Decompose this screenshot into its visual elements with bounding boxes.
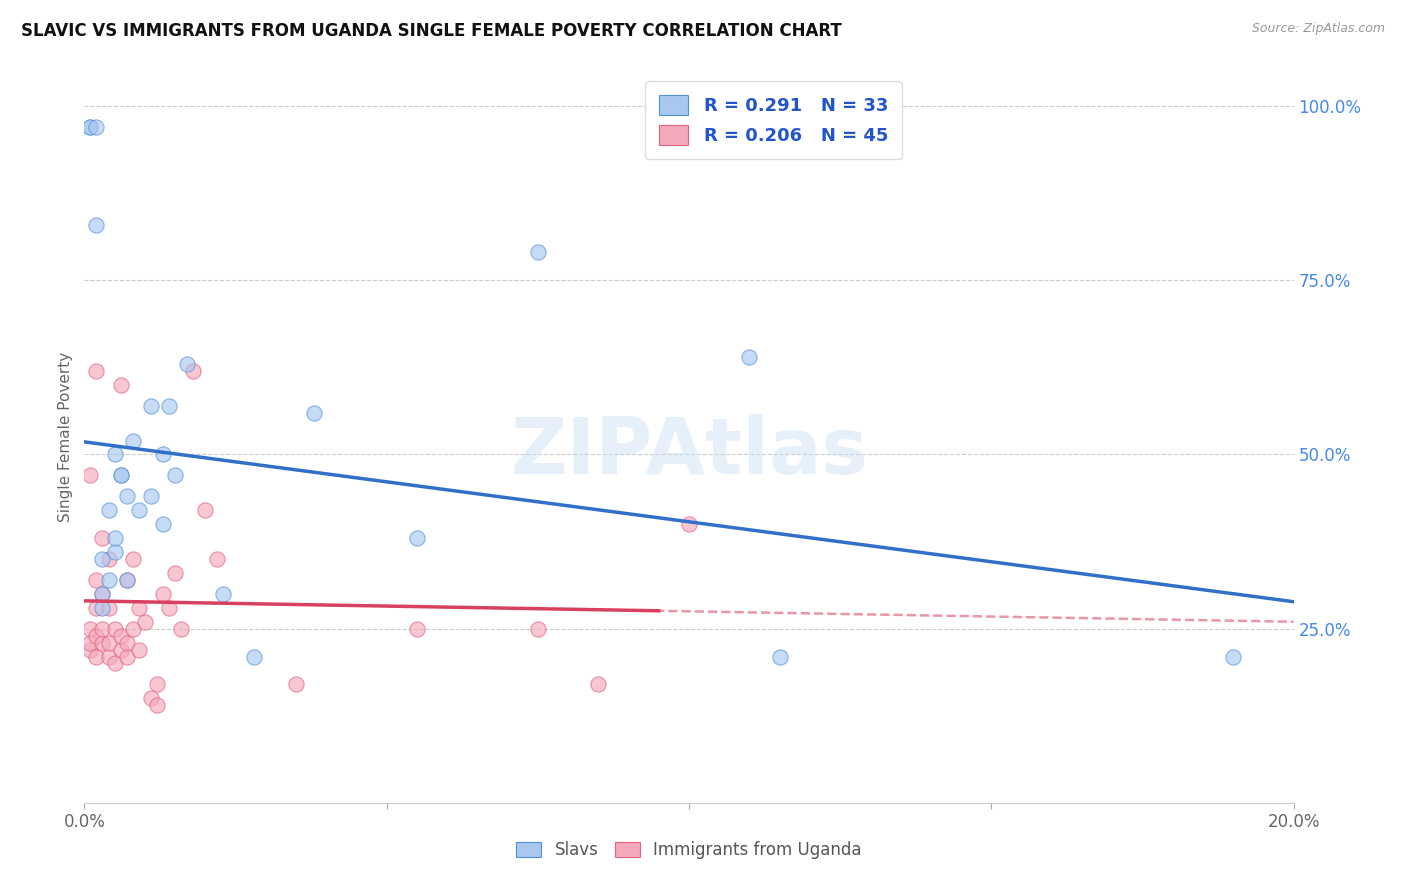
Point (86, 120, 108, 134)
Point (527, 245, 550, 260)
Point (110, 468, 132, 483)
Point (79, 468, 101, 483)
Legend: Slavs, Immigrants from Uganda: Slavs, Immigrants from Uganda (508, 833, 870, 868)
Point (79, 635, 101, 649)
Point (115, 649, 138, 664)
Point (86, 573, 108, 587)
Point (165, 566, 187, 580)
Point (79, 120, 101, 134)
Point (91, 552, 114, 566)
Point (86, 600, 108, 615)
Point (207, 552, 229, 566)
Point (115, 635, 138, 649)
Point (91, 587, 114, 601)
Point (769, 649, 792, 664)
Text: Source: ZipAtlas.com: Source: ZipAtlas.com (1251, 22, 1385, 36)
Point (104, 657, 127, 671)
Point (115, 489, 138, 503)
Point (91, 635, 114, 649)
Point (97, 552, 120, 566)
Point (79, 120, 101, 134)
Point (212, 587, 235, 601)
Point (104, 448, 127, 462)
Y-axis label: Single Female Poverty: Single Female Poverty (58, 352, 73, 522)
Point (110, 468, 132, 483)
Point (139, 399, 162, 413)
Point (152, 448, 174, 462)
Point (91, 600, 114, 615)
Point (157, 399, 180, 413)
Point (152, 517, 174, 532)
Point (285, 677, 308, 691)
Point (86, 629, 108, 643)
Point (79, 642, 101, 657)
Text: SLAVIC VS IMMIGRANTS FROM UGANDA SINGLE FEMALE POVERTY CORRELATION CHART: SLAVIC VS IMMIGRANTS FROM UGANDA SINGLE … (21, 22, 842, 40)
Point (79, 622, 101, 636)
Point (86, 218, 108, 232)
Point (302, 406, 325, 420)
Point (115, 573, 138, 587)
Point (97, 503, 120, 517)
Point (146, 698, 169, 713)
Point (157, 600, 180, 615)
Point (110, 377, 132, 392)
Point (97, 635, 120, 649)
Point (152, 587, 174, 601)
Point (181, 364, 204, 378)
Point (91, 587, 114, 601)
Point (134, 615, 156, 629)
Point (110, 642, 132, 657)
Point (115, 573, 138, 587)
Point (97, 649, 120, 664)
Point (86, 649, 108, 664)
Text: ZIPAtlas: ZIPAtlas (510, 414, 868, 490)
Point (121, 622, 143, 636)
Point (406, 622, 429, 636)
Point (104, 545, 127, 559)
Point (121, 434, 143, 448)
Point (139, 489, 162, 503)
Point (738, 350, 761, 364)
Point (194, 503, 217, 517)
Point (242, 649, 264, 664)
Point (97, 600, 120, 615)
Point (146, 677, 169, 691)
Point (588, 677, 610, 691)
Point (121, 552, 143, 566)
Point (91, 531, 114, 545)
Point (165, 468, 187, 483)
Point (128, 600, 150, 615)
Point (176, 357, 198, 371)
Point (527, 622, 550, 636)
Point (406, 531, 429, 545)
Point (104, 622, 127, 636)
Point (104, 531, 127, 545)
Point (170, 622, 193, 636)
Point (110, 629, 132, 643)
Point (86, 364, 108, 378)
Point (91, 622, 114, 636)
Point (139, 691, 162, 706)
Point (678, 517, 700, 532)
Point (97, 573, 120, 587)
Point (1222, 649, 1244, 664)
Point (128, 642, 150, 657)
Point (128, 503, 150, 517)
